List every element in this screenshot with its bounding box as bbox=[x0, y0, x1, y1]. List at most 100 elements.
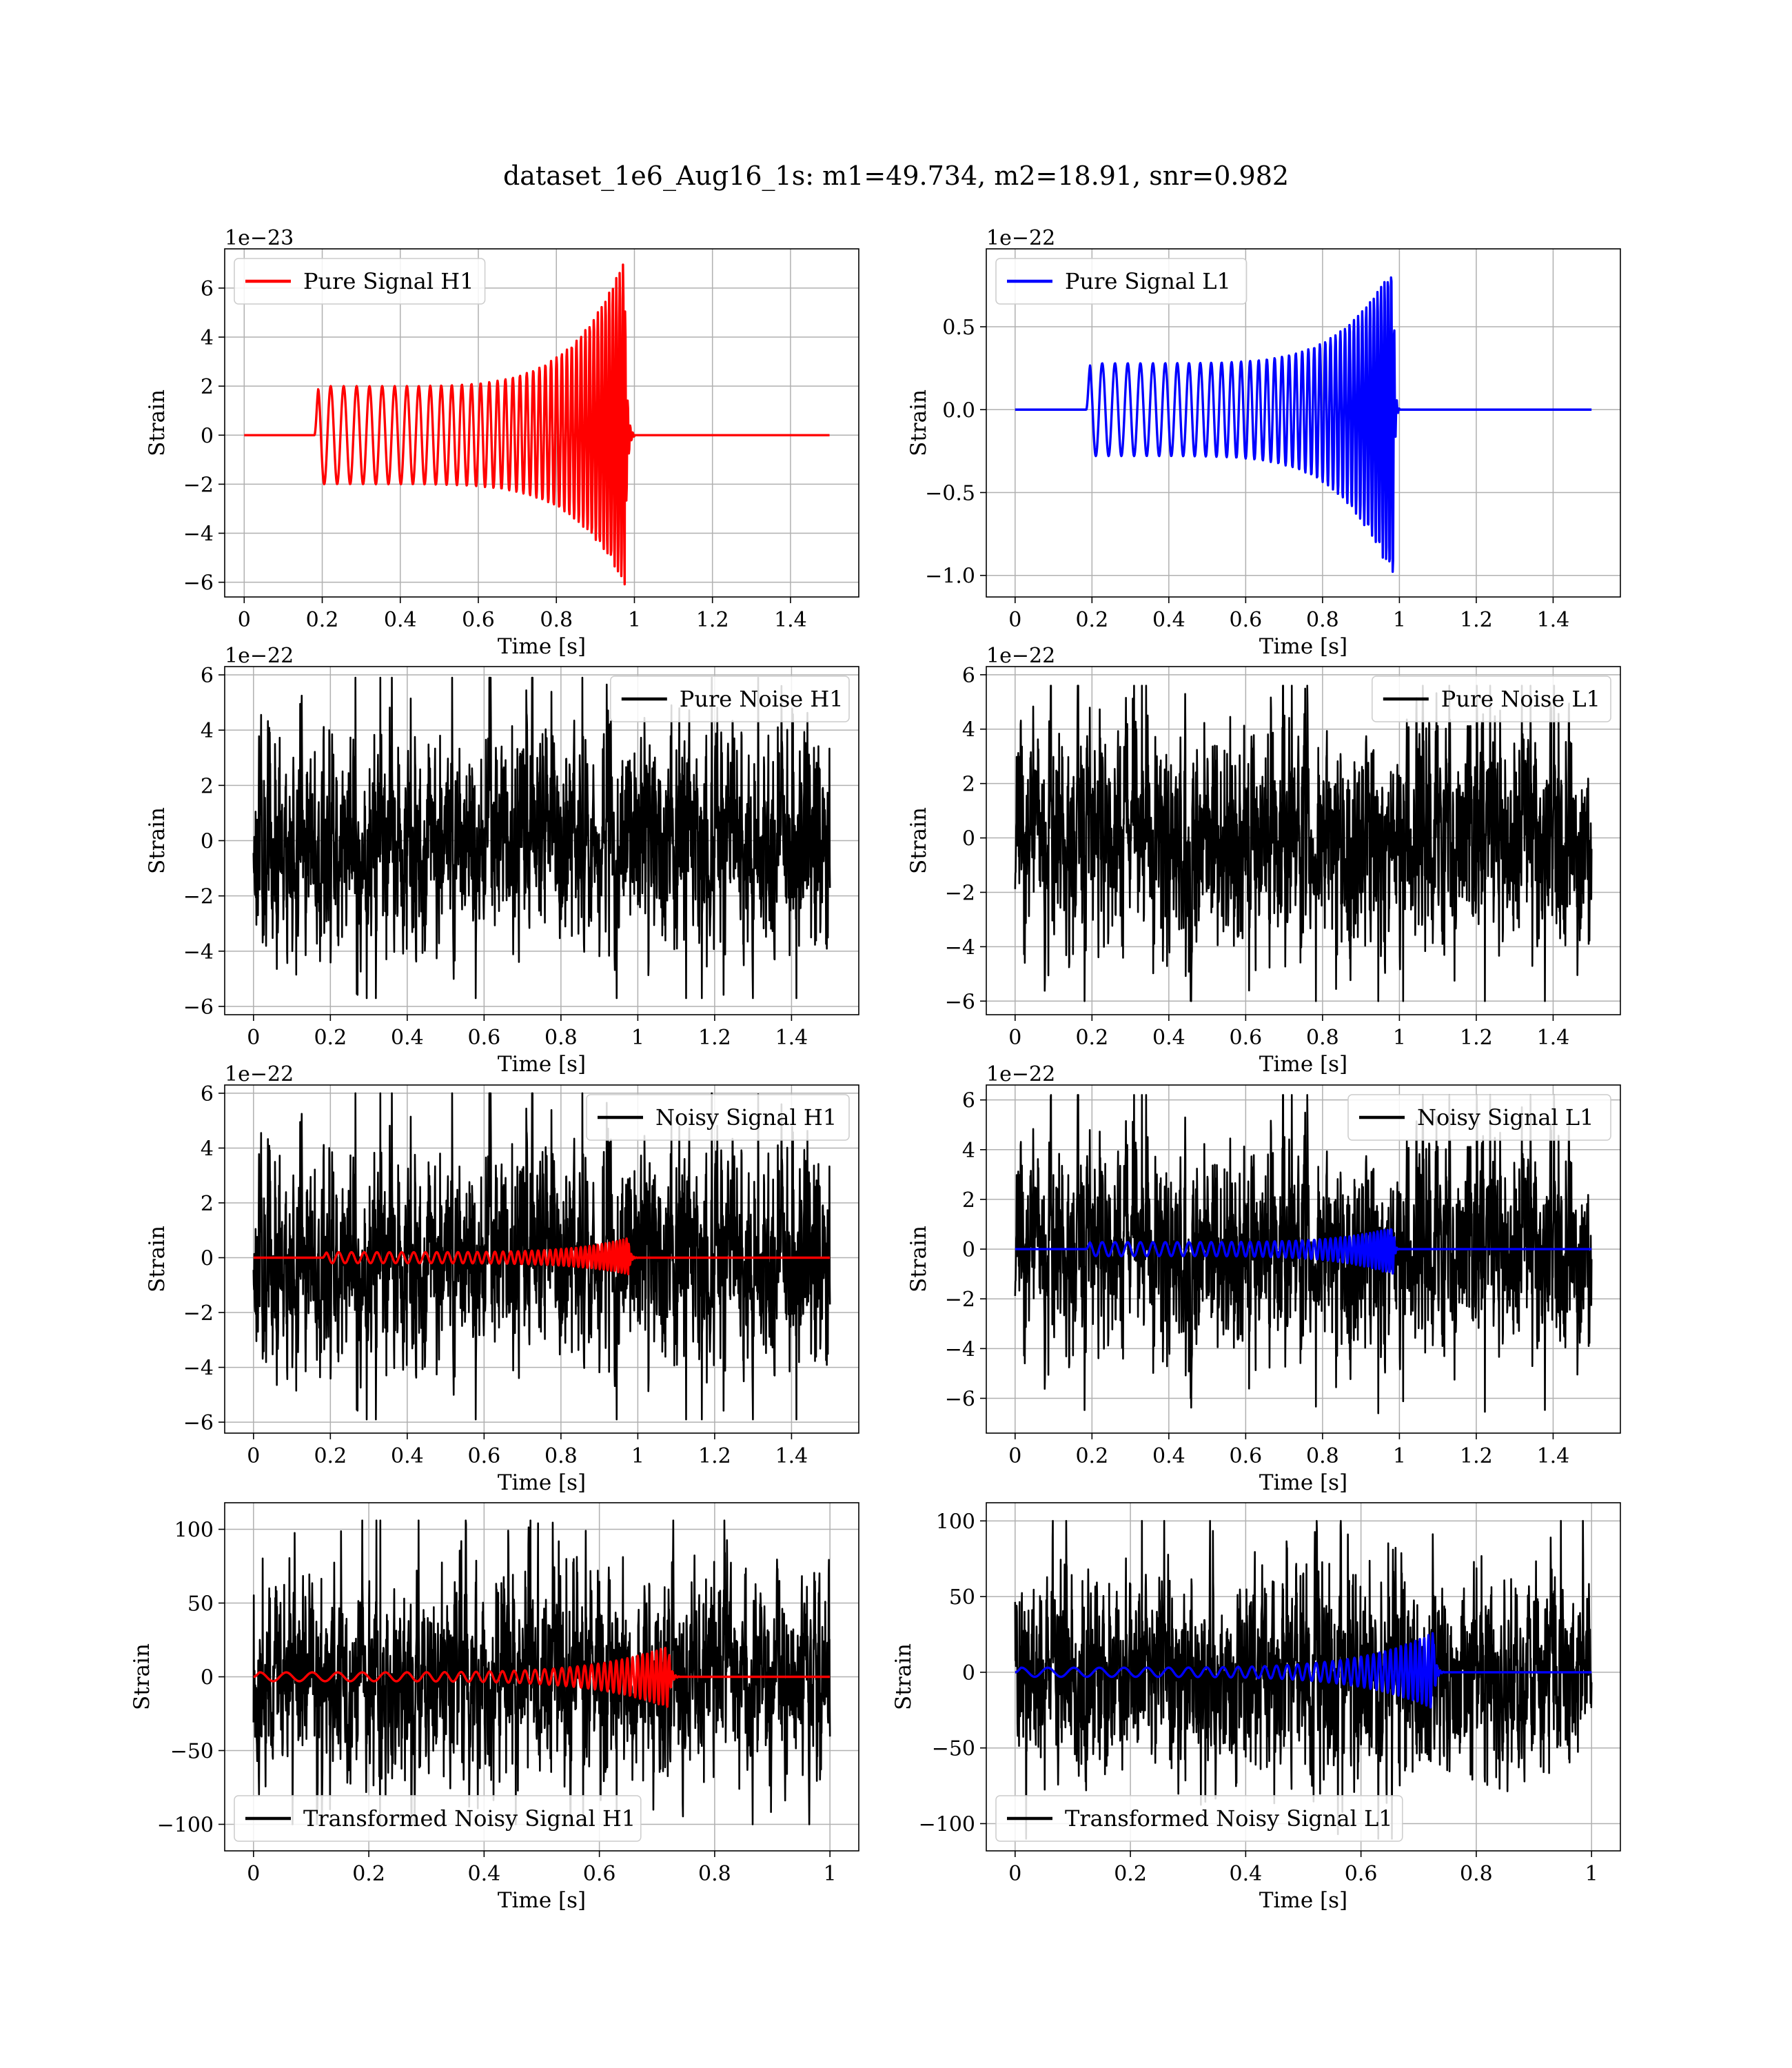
x-tick-label: 0.2 bbox=[306, 608, 339, 632]
y-offset-text: 1e−22 bbox=[225, 644, 294, 668]
y-tick-label: 100 bbox=[936, 1510, 975, 1534]
series-line-0 bbox=[1014, 1520, 1593, 1840]
y-axis-label: Strain bbox=[145, 1226, 170, 1292]
y-tick-label: 6 bbox=[962, 664, 975, 688]
series-line-0 bbox=[252, 676, 831, 1000]
x-tick-label: 0.8 bbox=[540, 608, 573, 632]
x-tick-label: 0 bbox=[247, 1444, 260, 1468]
legend-box bbox=[586, 1094, 850, 1141]
x-tick-label: 0.6 bbox=[1230, 1026, 1263, 1050]
y-tick-label: −100 bbox=[157, 1813, 214, 1837]
y-tick-label: −6 bbox=[183, 571, 214, 596]
subplot-grid: 0 0.2 0.4 0.6 0.8 1 1.2 1.4 −6 −4 −2 0 2 4 6 Time [s] St… bbox=[130, 226, 1621, 1913]
x-tick-label: 0.6 bbox=[583, 1862, 616, 1886]
x-tick-label: 0.2 bbox=[1075, 1444, 1108, 1468]
legend-label: Pure Noise H1 bbox=[680, 686, 844, 712]
y-axis-label: Strain bbox=[891, 1643, 916, 1710]
x-tick-label: 0.2 bbox=[1114, 1862, 1147, 1886]
legend: Pure Signal L1 bbox=[995, 258, 1248, 305]
legend: Noisy Signal L1 bbox=[1347, 1094, 1611, 1141]
axes-frame bbox=[986, 1084, 1621, 1434]
x-tick-label: 0.8 bbox=[1460, 1862, 1493, 1886]
y-tick-label: 6 bbox=[201, 664, 214, 688]
y-axis-label: Strain bbox=[906, 1226, 931, 1292]
plot-area bbox=[1014, 1094, 1593, 1415]
legend: Transformed Noisy Signal L1 bbox=[995, 1795, 1403, 1842]
y-axis-label: Strain bbox=[145, 389, 170, 456]
y-tick-label: 2 bbox=[201, 1192, 214, 1216]
x-tick-label: 1 bbox=[628, 608, 641, 632]
x-tick-label: 0.8 bbox=[1306, 1444, 1339, 1468]
y-tick-label: 0 bbox=[201, 424, 214, 448]
x-axis-label: Time [s] bbox=[1259, 1888, 1347, 1913]
subplot-transformed-h1: 0 0.2 0.4 0.6 0.8 1 −100 −50 0 50 100 Time [s] Strai… bbox=[130, 1502, 859, 1913]
x-tick-label: 0 bbox=[1008, 1444, 1021, 1468]
y-axis-label: Strain bbox=[906, 807, 931, 874]
axes-frame bbox=[224, 1502, 859, 1852]
axes-frame bbox=[224, 1084, 859, 1434]
series-line-0 bbox=[1014, 276, 1593, 574]
series-line-0 bbox=[1014, 1094, 1593, 1415]
x-tick-label: 1.2 bbox=[1460, 1444, 1493, 1468]
y-tick-label: 4 bbox=[201, 326, 214, 350]
x-axis-label: Time [s] bbox=[498, 1052, 586, 1077]
legend-label: Transformed Noisy Signal H1 bbox=[303, 1805, 635, 1832]
x-tick-label: 0.8 bbox=[544, 1026, 578, 1050]
legend: Pure Noise L1 bbox=[1372, 676, 1611, 722]
legend-label: Pure Signal H1 bbox=[303, 268, 474, 294]
y-tick-label: 4 bbox=[962, 718, 975, 742]
y-tick-label: 6 bbox=[962, 1089, 975, 1113]
x-tick-label: 1.2 bbox=[698, 1444, 731, 1468]
y-axis-label: Strain bbox=[130, 1643, 154, 1710]
x-tick-label: 0 bbox=[1008, 1026, 1021, 1050]
legend-box bbox=[995, 258, 1248, 305]
legend-label: Noisy Signal H1 bbox=[655, 1104, 837, 1131]
x-tick-label: 0.6 bbox=[462, 608, 495, 632]
x-tick-label: 0.4 bbox=[1152, 1026, 1185, 1050]
y-tick-label: −4 bbox=[945, 935, 975, 960]
plot-area bbox=[1014, 1520, 1593, 1840]
x-tick-label: 0.8 bbox=[1306, 608, 1339, 632]
x-tick-label: 1 bbox=[1393, 1444, 1406, 1468]
subplot-pure-noise-h1: 0 0.2 0.4 0.6 0.8 1 1.2 1.4 −6 −4 −2 0 2 4 6 Time [s] St… bbox=[145, 644, 859, 1077]
y-tick-label: 2 bbox=[962, 773, 975, 797]
x-tick-label: 0.2 bbox=[352, 1862, 385, 1886]
x-tick-label: 1 bbox=[1393, 1026, 1406, 1050]
x-tick-label: 1 bbox=[1393, 608, 1406, 632]
y-tick-label: 2 bbox=[201, 375, 214, 399]
x-tick-label: 0.6 bbox=[468, 1444, 501, 1468]
series-line-1 bbox=[252, 1646, 831, 1708]
y-tick-label: 4 bbox=[962, 1139, 975, 1163]
y-tick-label: 50 bbox=[187, 1592, 214, 1616]
y-tick-label: 0 bbox=[962, 1238, 975, 1262]
y-tick-label: 6 bbox=[201, 277, 214, 301]
plot-area bbox=[1014, 685, 1593, 1002]
x-tick-label: 0 bbox=[1008, 1862, 1021, 1886]
y-tick-label: −1.0 bbox=[925, 565, 975, 589]
axes-frame bbox=[986, 666, 1621, 1015]
x-tick-label: 1.2 bbox=[698, 1026, 731, 1050]
y-tick-label: −4 bbox=[183, 1357, 214, 1381]
y-tick-label: 0 bbox=[201, 1247, 214, 1271]
y-tick-label: −4 bbox=[183, 523, 214, 547]
legend-box bbox=[610, 676, 850, 722]
x-tick-label: 1.4 bbox=[1537, 1444, 1570, 1468]
legend-box bbox=[1347, 1094, 1611, 1141]
y-axis-label: Strain bbox=[906, 389, 931, 456]
x-tick-label: 1 bbox=[631, 1026, 644, 1050]
y-tick-label: −6 bbox=[183, 1411, 214, 1435]
series-line-1 bbox=[1014, 1632, 1593, 1709]
plot-area bbox=[243, 263, 831, 586]
x-tick-label: 0.4 bbox=[391, 1026, 424, 1050]
x-tick-label: 1.4 bbox=[1537, 1026, 1570, 1050]
y-tick-label: 100 bbox=[174, 1519, 214, 1543]
y-tick-label: −0.5 bbox=[925, 482, 975, 506]
x-tick-label: 1 bbox=[1585, 1862, 1598, 1886]
y-offset-text: 1e−23 bbox=[225, 226, 294, 250]
series-line-0 bbox=[252, 1092, 831, 1421]
y-tick-label: −4 bbox=[945, 1337, 975, 1361]
y-tick-label: 50 bbox=[949, 1585, 975, 1610]
x-tick-label: 0.2 bbox=[314, 1026, 347, 1050]
y-tick-label: −6 bbox=[183, 995, 214, 1020]
